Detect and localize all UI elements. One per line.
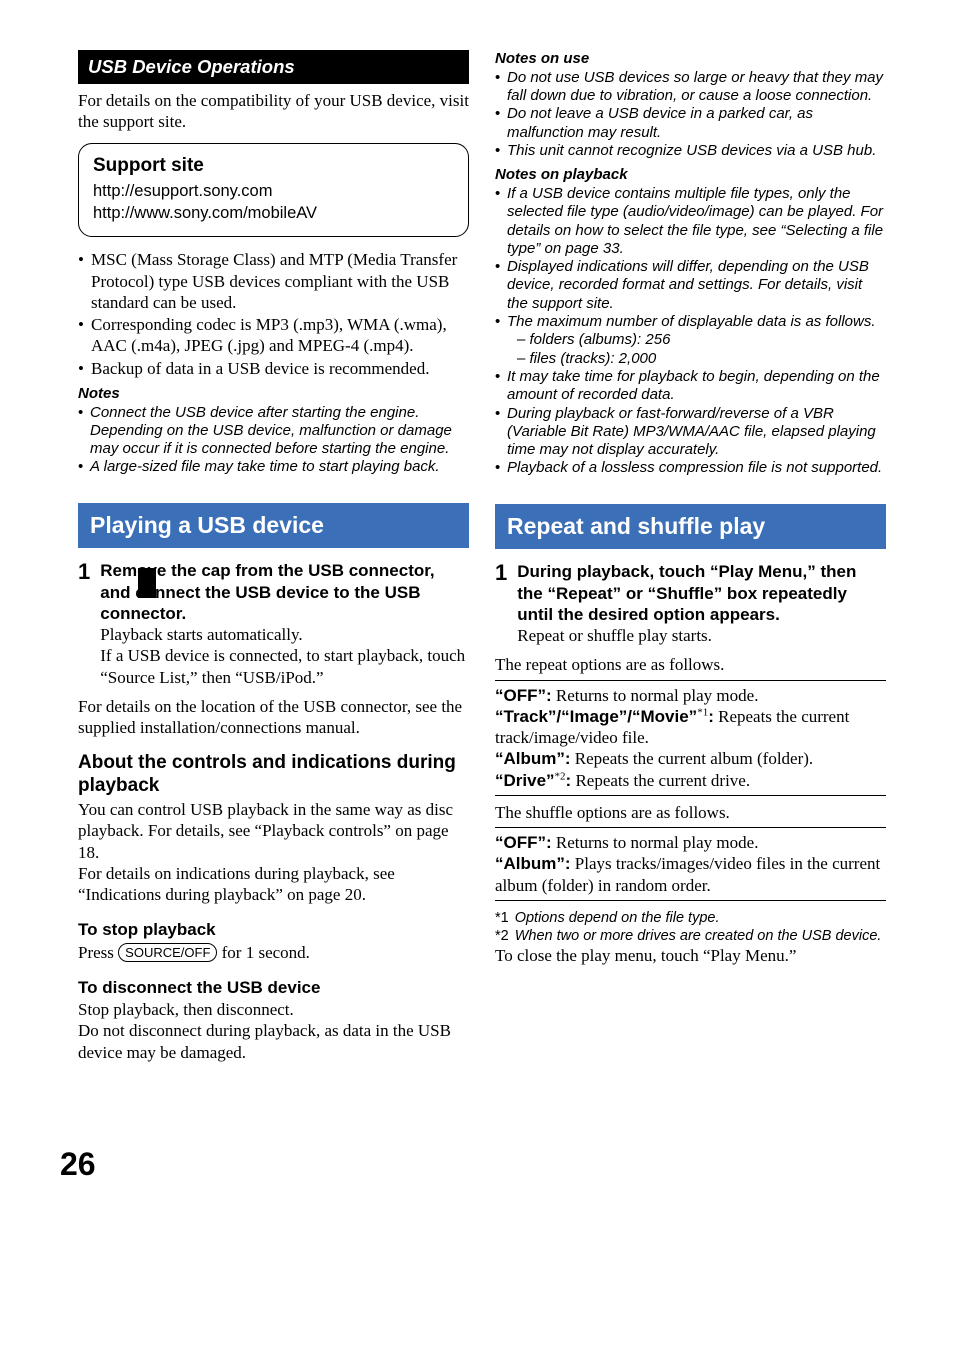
note-item: It may take time for playback to begin, … <box>495 368 886 405</box>
fn-mark: *2 <box>495 927 509 945</box>
shuffle-options: “OFF”: Returns to normal play mode. “Alb… <box>495 832 886 896</box>
note-item: The maximum number of displayable data i… <box>495 313 886 331</box>
page-number: 26 <box>60 1144 886 1184</box>
key-source-off: SOURCE/OFF <box>118 943 217 963</box>
bullet-item: MSC (Mass Storage Class) and MTP (Media … <box>78 249 469 313</box>
option-row: “Album”: Plays tracks/images/video files… <box>495 853 886 896</box>
opt-label: “Drive” <box>495 771 555 790</box>
option-row: “Album”: Repeats the current album (fold… <box>495 748 886 769</box>
feature-bullets: MSC (Mass Storage Class) and MTP (Media … <box>78 249 469 379</box>
support-url-1: http://esupport.sony.com <box>93 181 454 202</box>
option-row: “OFF”: Returns to normal play mode. <box>495 685 886 706</box>
note-sub-folders: – folders (albums): 256 <box>495 331 886 349</box>
notes-use-list: Do not use USB devices so large or heavy… <box>495 69 886 160</box>
option-row: “Track”/“Image”/“Movie”*1: Repeats the c… <box>495 706 886 749</box>
repeat-options: “OFF”: Returns to normal play mode. “Tra… <box>495 685 886 791</box>
footnote-2: *2 When two or more drives are created on… <box>495 927 886 945</box>
notes-playback-list: If a USB device contains multiple file t… <box>495 185 886 331</box>
note-item: This unit cannot recognize USB devices v… <box>495 142 886 160</box>
step-1: 1 Remove the cap from the USB connector,… <box>78 560 469 688</box>
stop-suffix: for 1 second. <box>217 943 310 962</box>
bullet-item: Corresponding codec is MP3 (.mp3), WMA (… <box>78 314 469 357</box>
step-body-line: Playback starts automatically. <box>100 624 469 645</box>
notes-playback-list-cont: It may take time for playback to begin, … <box>495 368 886 478</box>
stop-prefix: Press <box>78 943 118 962</box>
opt-text: Returns to normal play mode. <box>552 833 759 852</box>
support-title: Support site <box>93 154 454 178</box>
connector-location-note: For details on the location of the USB c… <box>78 696 469 739</box>
heading-about-controls: About the controls and indications durin… <box>78 752 469 798</box>
note-item: Playback of a lossless compression file … <box>495 459 886 477</box>
opt-label: “OFF”: <box>495 833 552 852</box>
note-item: Connect the USB device after starting th… <box>78 404 469 459</box>
option-row: “OFF”: Returns to normal play mode. <box>495 832 886 853</box>
opt-text: Repeats the current album (folder). <box>571 749 814 768</box>
fn-text: When two or more drives are created on t… <box>515 927 882 945</box>
note-item: During playback or fast-forward/reverse … <box>495 405 886 460</box>
fn-text: Options depend on the file type. <box>515 909 720 927</box>
step-number: 1 <box>495 561 507 646</box>
step-body-line: Repeat or shuffle play starts. <box>517 625 886 646</box>
note-item: If a USB device contains multiple file t… <box>495 185 886 258</box>
note-item: A large-sized file may take time to star… <box>78 458 469 476</box>
stop-playback-body: Press SOURCE/OFF for 1 second. <box>78 942 469 963</box>
notes-list: Connect the USB device after starting th… <box>78 404 469 477</box>
support-box: Support site http://esupport.sony.com ht… <box>78 143 469 238</box>
opt-text: Repeats the current drive. <box>571 771 750 790</box>
heading-stop-playback: To stop playback <box>78 919 469 940</box>
note-item: Do not leave a USB device in a parked ca… <box>495 105 886 142</box>
fn-mark: *1 <box>495 909 509 927</box>
section-header-usb: USB Device Operations <box>78 50 469 84</box>
note-item: Do not use USB devices so large or heavy… <box>495 69 886 106</box>
opt-sup: *2 <box>555 770 566 782</box>
opt-sup: *1 <box>697 706 708 718</box>
repeat-step-1: 1 During playback, touch “Play Menu,” th… <box>495 561 886 646</box>
step-number: 1 <box>78 560 90 688</box>
option-row: “Drive”*2: Repeats the current drive. <box>495 770 886 791</box>
footnotes: *1 Options depend on the file type. *2 Whe… <box>495 909 886 945</box>
note-sub-files: – files (tracks): 2,000 <box>495 350 886 368</box>
repeat-intro: The repeat options are as follows. <box>495 654 886 675</box>
intro-text: For details on the compatibility of your… <box>78 90 469 133</box>
step-body-line: If a USB device is connected, to start p… <box>100 645 469 688</box>
opt-text: Returns to normal play mode. <box>552 686 759 705</box>
heading-playing-usb: Playing a USB device <box>78 503 469 549</box>
opt-label: “Album”: <box>495 749 571 768</box>
opt-label: “OFF”: <box>495 686 552 705</box>
note-item: Displayed indications will differ, depen… <box>495 258 886 313</box>
disconnect-body: Stop playback, then disconnect. Do not d… <box>78 999 469 1063</box>
close-play-menu: To close the play menu, touch “Play Menu… <box>495 945 886 966</box>
notes-use-heading: Notes on use <box>495 50 886 69</box>
heading-disconnect: To disconnect the USB device <box>78 977 469 998</box>
opt-label: “Track”/“Image”/“Movie” <box>495 707 697 726</box>
step-title: During playback, touch “Play Menu,” then… <box>517 561 886 625</box>
opt-label: “Album”: <box>495 854 571 873</box>
notes-playback-heading: Notes on playback <box>495 166 886 185</box>
notes-heading: Notes <box>78 385 469 404</box>
heading-repeat-shuffle: Repeat and shuffle play <box>495 504 886 550</box>
support-url-2: http://www.sony.com/mobileAV <box>93 203 454 224</box>
shuffle-intro: The shuffle options are as follows. <box>495 802 886 823</box>
about-controls-body: You can control USB playback in the same… <box>78 799 469 905</box>
footnote-1: *1 Options depend on the file type. <box>495 909 886 927</box>
bullet-item: Backup of data in a USB device is recomm… <box>78 358 469 379</box>
